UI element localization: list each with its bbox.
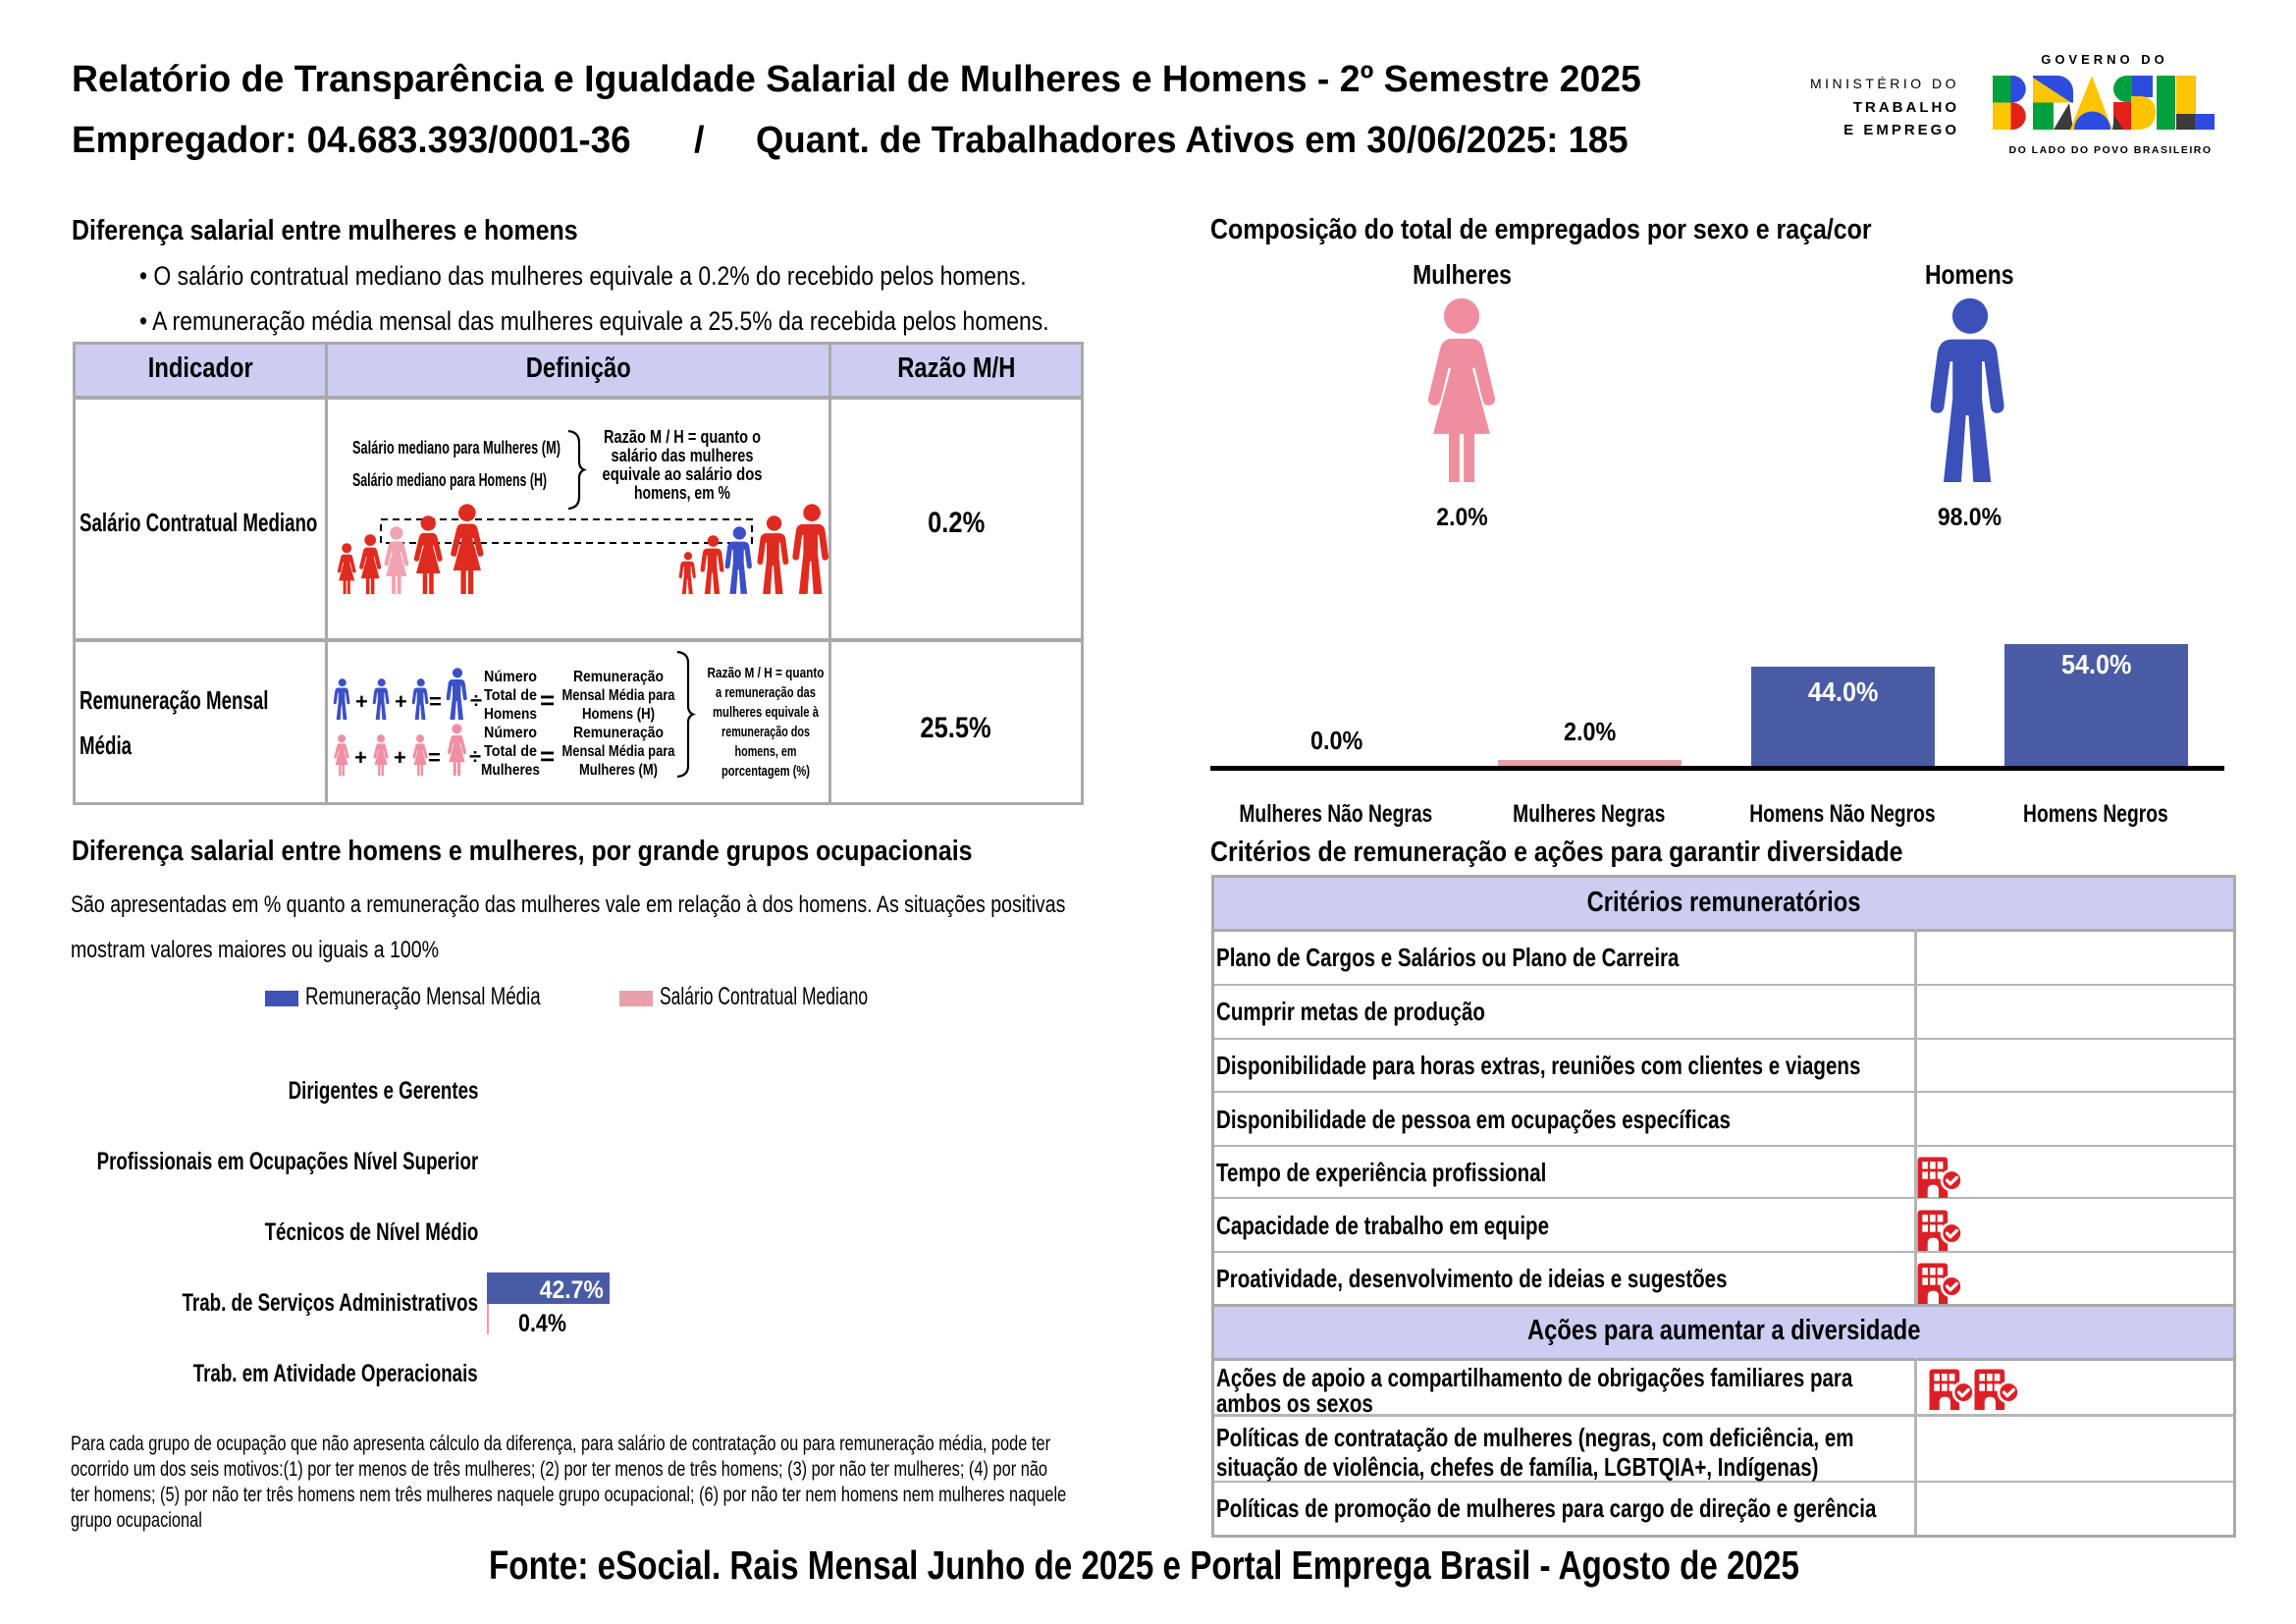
svg-text:Número: Número (484, 725, 537, 741)
svg-text:Salário mediano para Homens (H: Salário mediano para Homens (H) (352, 470, 547, 490)
svg-text:equivale ao salário dos: equivale ao salário dos (603, 464, 763, 484)
svg-text:=: = (540, 685, 555, 715)
svg-text:÷: ÷ (470, 688, 482, 713)
svg-text:+: + (355, 689, 368, 714)
svg-text:Total de: Total de (484, 743, 537, 760)
svg-text:porcentagem (%): porcentagem (%) (721, 764, 810, 780)
svg-text:Total de: Total de (484, 687, 537, 704)
svg-text:Mensal Média para: Mensal Média para (562, 743, 675, 760)
svg-text:Mulheres: Mulheres (481, 762, 540, 779)
svg-text:=: = (540, 741, 555, 771)
svg-text:Homens: Homens (484, 706, 537, 723)
svg-text:+: + (354, 745, 367, 770)
svg-text:Remuneração: Remuneração (573, 725, 664, 741)
svg-text:mulheres equivale à: mulheres equivale à (713, 705, 820, 721)
svg-text:+: + (394, 745, 406, 770)
svg-text:GOVERNO DO: GOVERNO DO (2041, 52, 2168, 67)
svg-text:Mulheres (M): Mulheres (M) (579, 762, 658, 779)
svg-text:+: + (395, 689, 407, 714)
svg-text:remuneração dos: remuneração dos (721, 725, 810, 740)
svg-text:Razão M / H = quanto: Razão M / H = quanto (708, 666, 825, 681)
svg-text:=: = (428, 745, 441, 770)
svg-text:Remuneração: Remuneração (573, 669, 664, 685)
svg-text:homens, em: homens, em (735, 744, 797, 760)
svg-text:Homens (H): Homens (H) (582, 706, 655, 723)
svg-text:Salário mediano para Mulheres: Salário mediano para Mulheres (M) (352, 438, 561, 458)
svg-text:homens, em %: homens, em % (634, 483, 730, 503)
svg-text:÷: ÷ (469, 744, 481, 769)
svg-text:Razão M / H = quanto o: Razão M / H = quanto o (604, 427, 761, 447)
svg-text:salário das mulheres: salário das mulheres (612, 446, 754, 465)
svg-text:DO LADO DO POVO BRASILEIRO: DO LADO DO POVO BRASILEIRO (2008, 144, 2212, 156)
svg-text:=: = (429, 689, 442, 714)
svg-text:Número: Número (484, 669, 537, 685)
svg-text:a remuneração das: a remuneração das (716, 685, 816, 701)
svg-text:Mensal Média para: Mensal Média para (562, 687, 675, 704)
